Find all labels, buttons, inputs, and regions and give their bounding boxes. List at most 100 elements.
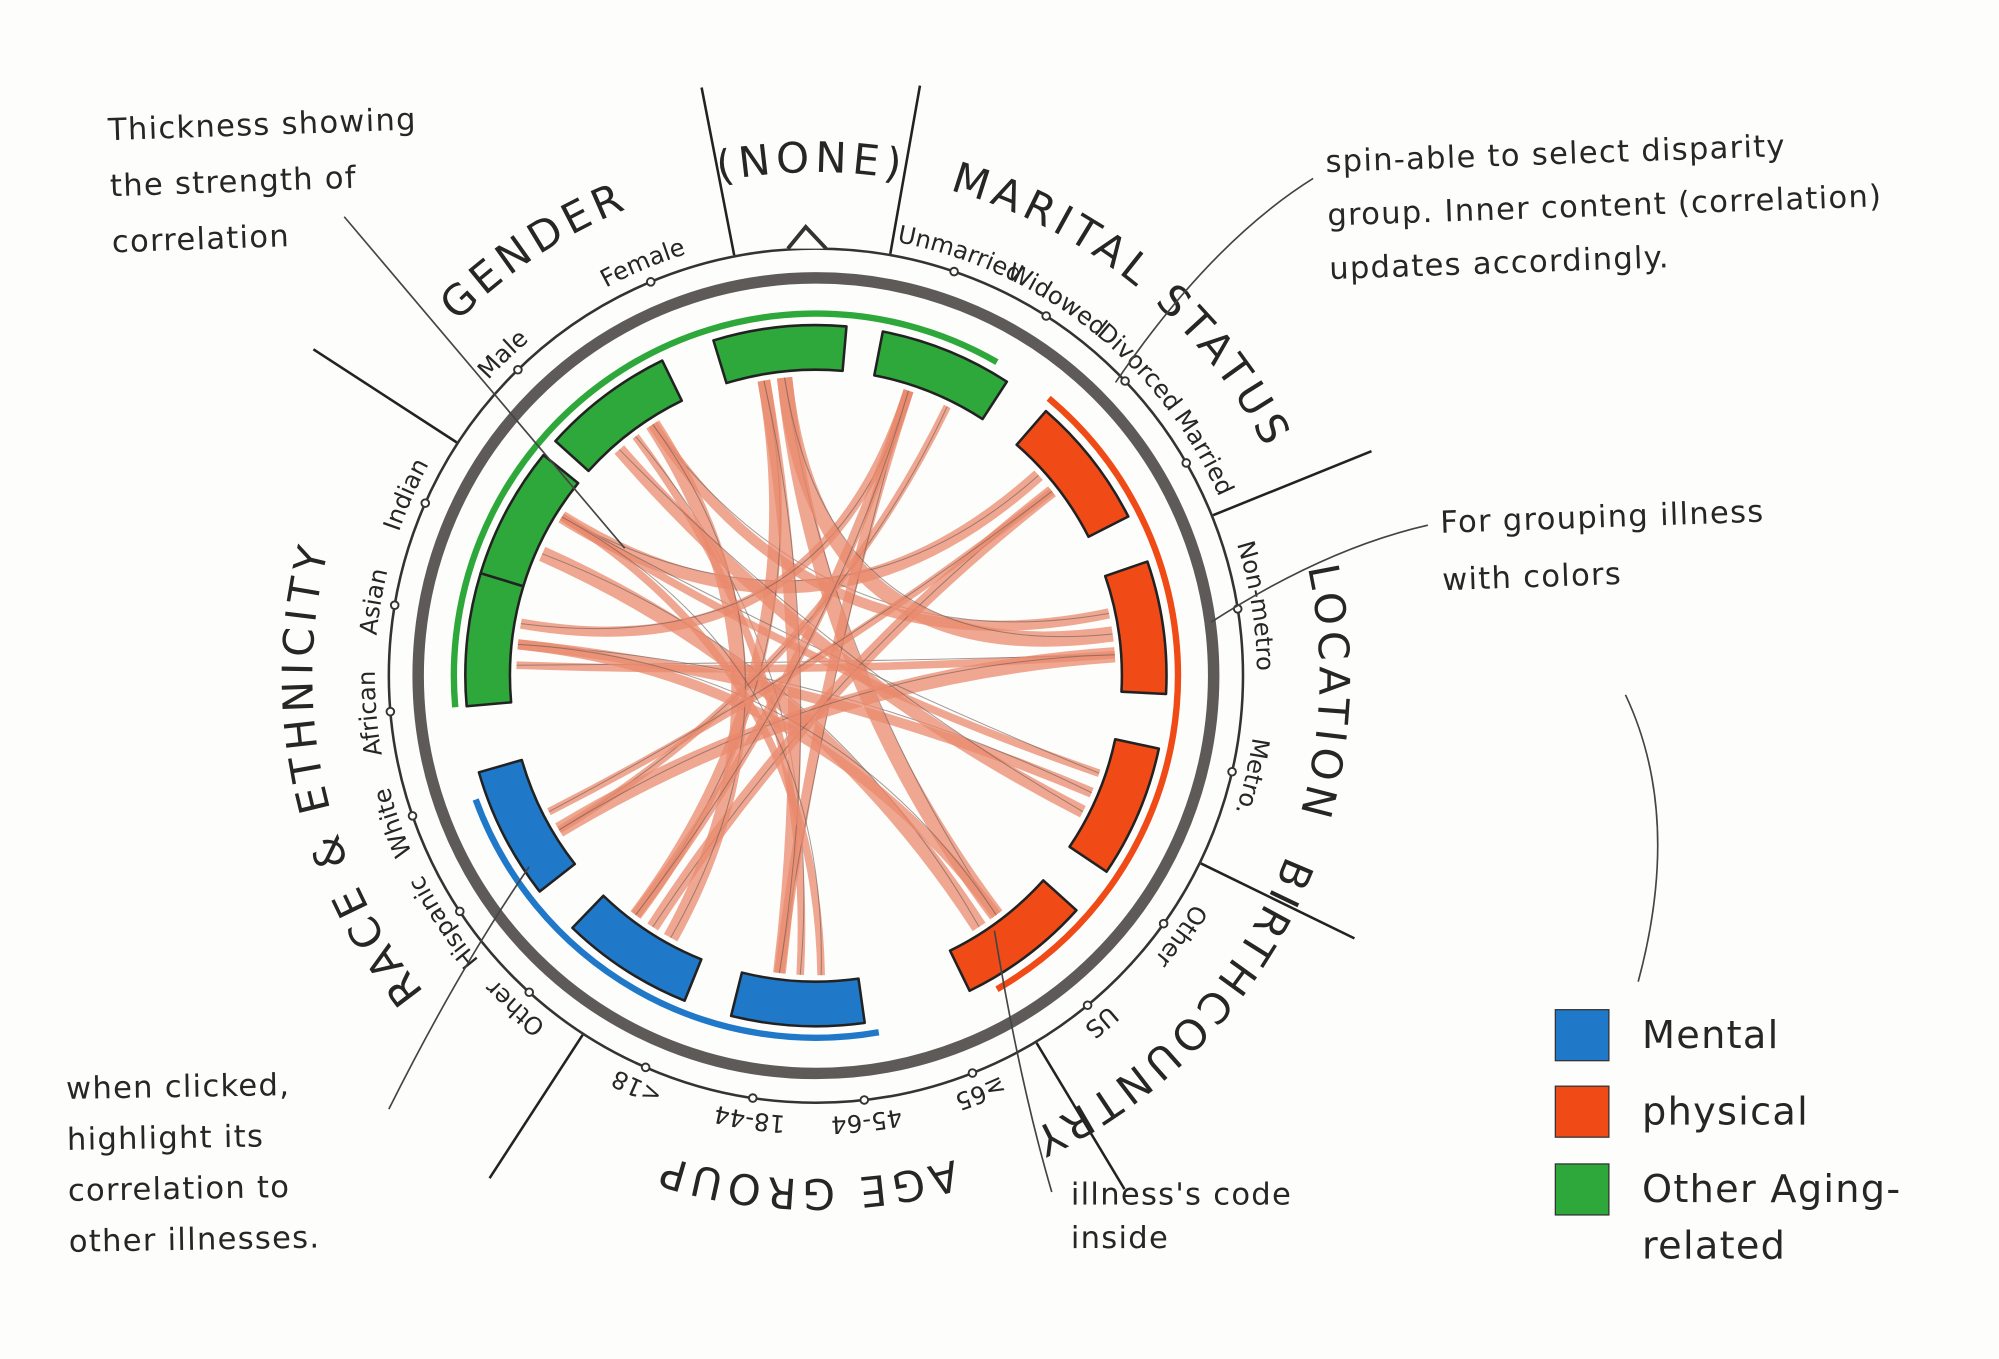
illness-box[interactable] [477, 758, 577, 893]
group-item: Asian [355, 566, 394, 637]
item-dot [967, 1068, 978, 1078]
group-item-text: Other [1149, 900, 1212, 973]
group-label-text: MARITAL STATUS [946, 153, 1301, 457]
annotation-line: highlight its [67, 1119, 265, 1157]
item-dot [949, 266, 959, 277]
group-label: AGE GROUP [650, 1145, 959, 1218]
annotation-line: inside [1071, 1221, 1169, 1256]
thick-ring [412, 272, 1220, 1080]
color-band [995, 395, 1182, 992]
item-dot [524, 987, 535, 998]
chord-pencil [561, 516, 822, 976]
group-separator [700, 87, 736, 256]
legend-swatch [1554, 1009, 1610, 1062]
group-item-text: 45-64 [830, 1103, 904, 1139]
group-separator [1200, 862, 1356, 940]
chord [646, 420, 747, 942]
chord [614, 445, 1086, 818]
item-dot [1227, 766, 1237, 777]
item-dot [645, 277, 656, 287]
chord-pencil [635, 390, 909, 916]
group-separator [312, 348, 458, 444]
group-label: LOCATION [1290, 560, 1354, 828]
annotation-line: correlation [111, 219, 290, 260]
illness-box[interactable] [1015, 409, 1130, 539]
item-dot [1082, 1000, 1093, 1010]
group-item-text: 18-44 [712, 1100, 787, 1138]
annotation-line: other illnesses. [69, 1221, 321, 1260]
item-dot [1181, 458, 1192, 468]
group-item-text: Hispanic [403, 872, 484, 975]
legend: Mental physical Other Aging-related [1554, 1009, 1901, 1268]
item-dot [455, 906, 465, 917]
group-label: MARITAL STATUS [946, 153, 1296, 457]
illness-box[interactable] [554, 359, 684, 473]
item-dot [1041, 311, 1051, 321]
illness-box[interactable] [1103, 560, 1168, 696]
legend-label: Other Aging- [1642, 1168, 1901, 1212]
color-band [472, 798, 880, 1041]
group-item: Male [472, 324, 533, 385]
item-dot [385, 706, 396, 717]
group-label: RACE & ETHNICITY [273, 537, 427, 1016]
item-dot [513, 364, 523, 375]
item-dot [640, 1062, 651, 1073]
legend-swatch [1554, 1163, 1610, 1216]
group-separator [1212, 450, 1372, 517]
item-dot [859, 1095, 870, 1105]
legend-swatch [1554, 1085, 1610, 1138]
chord [559, 513, 1101, 777]
illness-box[interactable] [1068, 738, 1161, 873]
illness-box[interactable] [729, 971, 866, 1028]
group-label-text: (NONE) [712, 133, 910, 191]
illness-box[interactable] [873, 330, 1009, 421]
chord [559, 513, 825, 976]
group-label: (NONE) [712, 133, 905, 191]
item-dot [389, 600, 400, 610]
group-item: 45-64 [830, 1103, 904, 1139]
annotation-line: when clicked, [66, 1068, 291, 1107]
pointer [786, 224, 828, 250]
group-label: BIRTHCOUNTRY [1023, 851, 1317, 1167]
leader-line [1210, 524, 1429, 623]
chord [631, 389, 914, 919]
illness-box[interactable] [948, 879, 1078, 993]
group-label-text: AGE GROUP [650, 1145, 964, 1218]
group-item: Other [1149, 900, 1212, 973]
group-separator [1035, 1042, 1126, 1190]
chords [450, 310, 1182, 1041]
annotations: Thickness showing the strength of correlat… [66, 102, 1883, 1259]
item-dot [748, 1093, 758, 1103]
illness-box[interactable] [464, 571, 525, 708]
chord-pencil [652, 424, 746, 938]
chord [517, 639, 1001, 919]
chord-pencil [548, 490, 1053, 813]
group-item: Hispanic [403, 872, 484, 975]
leader-line [1624, 694, 1659, 982]
chord-pencil [784, 377, 1113, 638]
group-item-text: Indian [378, 454, 434, 535]
item-dot [1158, 918, 1169, 929]
legend-label: Mental [1642, 1014, 1779, 1058]
group-item: White [368, 785, 418, 861]
legend-label: physical [1642, 1090, 1809, 1134]
leader-line [1114, 177, 1314, 383]
illness-box[interactable] [479, 453, 580, 588]
illness-box[interactable] [571, 894, 703, 1003]
group-item-text: Other [479, 974, 550, 1042]
item-dot [1120, 376, 1130, 386]
group-item-text: African [353, 671, 388, 759]
item-dot [420, 498, 431, 508]
color-band [450, 310, 999, 708]
leader-line [343, 216, 626, 549]
group-label-text: RACE & ETHNICITY [273, 537, 432, 1016]
leader-line [388, 866, 530, 1110]
annotation-line: spin-able to select disparity [1325, 129, 1786, 180]
illness-box[interactable] [712, 323, 848, 385]
chord-pencil [517, 643, 1092, 794]
group-item-text: Male [472, 324, 533, 385]
annotation-line: Thickness showing [106, 102, 417, 148]
group-item: 18-44 [712, 1100, 787, 1138]
group-item: Other [479, 974, 550, 1042]
